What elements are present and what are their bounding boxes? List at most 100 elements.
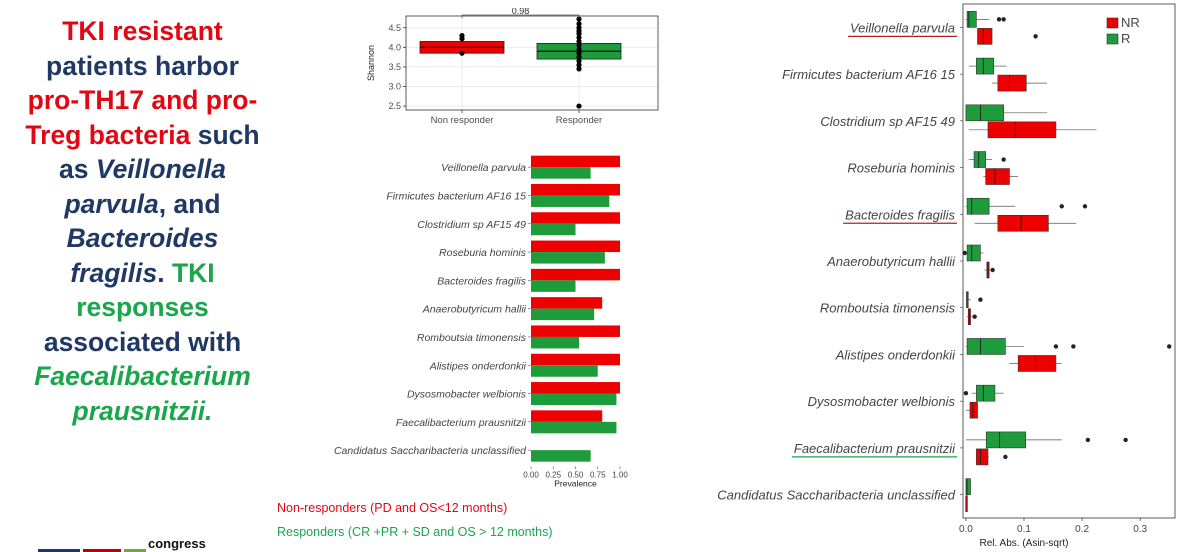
headline-line: .	[157, 257, 172, 288]
headline-line: such	[190, 119, 260, 150]
bar-responder	[531, 223, 576, 236]
x-axis-label: Prevalence	[554, 478, 597, 488]
y-tick-label: 3.0	[388, 82, 401, 92]
headline-line: as	[59, 154, 96, 184]
data-point	[576, 50, 582, 56]
data-point	[576, 42, 582, 48]
data-point	[576, 21, 582, 27]
box-non-responder	[997, 74, 1027, 92]
bar-responder	[531, 393, 617, 406]
y-tick-label: 4.5	[388, 23, 401, 33]
category-label: Alistipes onderdonkii	[429, 360, 527, 372]
box-responder	[966, 338, 1006, 355]
data-point	[576, 62, 582, 68]
x-tick-label: 0.2	[1075, 524, 1089, 535]
relative-abundance-boxplot: Veillonella parvula Firmicutes bacterium …	[717, 3, 1176, 549]
category-label: Firmicutes bacterium AF16 15	[386, 190, 526, 202]
outlier-point	[1123, 437, 1128, 443]
data-point	[459, 50, 465, 56]
bar-responder	[531, 365, 598, 377]
bar-responder	[531, 450, 591, 462]
bar-non-responder	[531, 268, 620, 281]
category-label: Alistipes onderdonkii	[835, 347, 956, 362]
legend-swatch-nr	[1106, 17, 1119, 29]
bar-non-responder	[531, 212, 620, 224]
category-label: Romboutsia timonensis	[417, 332, 527, 344]
bar-non-responder	[531, 325, 620, 337]
y-axis-label: Shannon	[366, 45, 376, 81]
shannon-boxplot: 2.5 3.0 3.5 4.0 4.5 Shannon Non responder Respo…	[366, 8, 659, 126]
headline-line: Treg bacteria	[25, 119, 191, 150]
outlier-point	[963, 390, 969, 396]
x-axis-label: Rel. Abs. (Asin-sqrt)	[980, 538, 1069, 549]
headline-line: responses	[76, 292, 209, 322]
bar-responder	[531, 421, 617, 434]
box-non-responder	[985, 168, 1010, 185]
x-tick-label: 0.0	[959, 524, 973, 535]
logo-bar	[124, 549, 146, 552]
data-point	[576, 46, 582, 52]
data-point	[576, 103, 582, 109]
x-tick-label: Responder	[556, 115, 602, 126]
category-label: Firmicutes bacterium AF16 15	[782, 67, 956, 82]
outlier-point	[1166, 344, 1172, 349]
headline-species: Bacteroides	[66, 223, 219, 253]
x-tick-label: 0.50	[568, 470, 584, 479]
outlier-point	[1085, 437, 1091, 443]
category-label: Bacteroides fragilis	[845, 207, 955, 222]
outlier-point	[1033, 34, 1038, 39]
box-responder	[976, 57, 995, 75]
outlier-point	[972, 314, 977, 319]
prevalence-bar-chart: Veillonella parvula Firmicutes bacterium …	[334, 155, 628, 488]
significance-label: 0.98	[512, 8, 530, 16]
box-responder	[965, 478, 971, 495]
bar-responder	[531, 280, 576, 292]
category-label: Dysosmobacter welbionis	[407, 389, 527, 401]
box-responder	[966, 197, 990, 215]
headline-species: parvula	[64, 188, 159, 219]
data-point	[576, 34, 582, 41]
box-non-responder	[997, 214, 1049, 232]
headline-line: patients harbor	[46, 50, 239, 81]
headline-species: fragilis	[70, 257, 158, 288]
bar-non-responder	[531, 382, 620, 394]
y-tick-label: 3.5	[388, 62, 401, 72]
category-label: Faecalibacterium prausnitzii	[794, 441, 956, 456]
category-label: Candidatus Saccharibacteria unclassified	[334, 445, 527, 457]
category-label: Dysosmobacter welbionis	[808, 394, 956, 409]
legend-non-responders: Non-responders (PD and OS<12 months)	[277, 501, 508, 515]
congress-logo: congress	[38, 538, 213, 552]
bar-non-responder	[531, 155, 620, 168]
bar-responder	[531, 167, 591, 179]
category-label: Romboutsia timonensis	[820, 301, 956, 316]
data-point	[576, 16, 582, 22]
congress-label: congress	[148, 538, 206, 551]
bar-responder	[531, 308, 595, 321]
legend-responders: Responders (CR +PR + SD and OS > 12 mont…	[277, 525, 553, 539]
category-label: Roseburia hominis	[439, 247, 527, 259]
panel-border	[405, 15, 659, 111]
bar-non-responder	[531, 410, 603, 422]
bar-non-responder	[531, 240, 620, 253]
category-label: Candidatus Saccharibacteria unclassified	[717, 488, 956, 503]
category-label: Clostridium sp AF15 49	[820, 114, 955, 129]
bar-non-responder	[531, 183, 620, 196]
data-point	[576, 31, 582, 37]
data-point	[576, 54, 582, 60]
box-non-responder	[1017, 355, 1057, 372]
x-tick-label: 0.3	[1133, 524, 1147, 535]
headline-line: , and	[158, 188, 221, 219]
box-non-responder	[977, 28, 993, 45]
bar-non-responder	[531, 353, 620, 366]
x-tick-label: 0.75	[590, 470, 606, 479]
headline-line: pro-TH17 and pro-	[27, 85, 258, 115]
x-tick-label: Non responder	[431, 115, 494, 126]
bar-responder	[531, 252, 605, 264]
category-label: Veillonella parvula	[441, 162, 526, 174]
category-label: Anaerobutyricum hallii	[826, 254, 956, 269]
y-tick-label: 4.0	[388, 42, 401, 52]
headline-text: TKI resistant patients harbor pro-TH17 a…	[0, 14, 285, 428]
bar-non-responder	[531, 297, 603, 309]
box-responder	[965, 104, 1004, 122]
box-responder	[973, 151, 986, 168]
